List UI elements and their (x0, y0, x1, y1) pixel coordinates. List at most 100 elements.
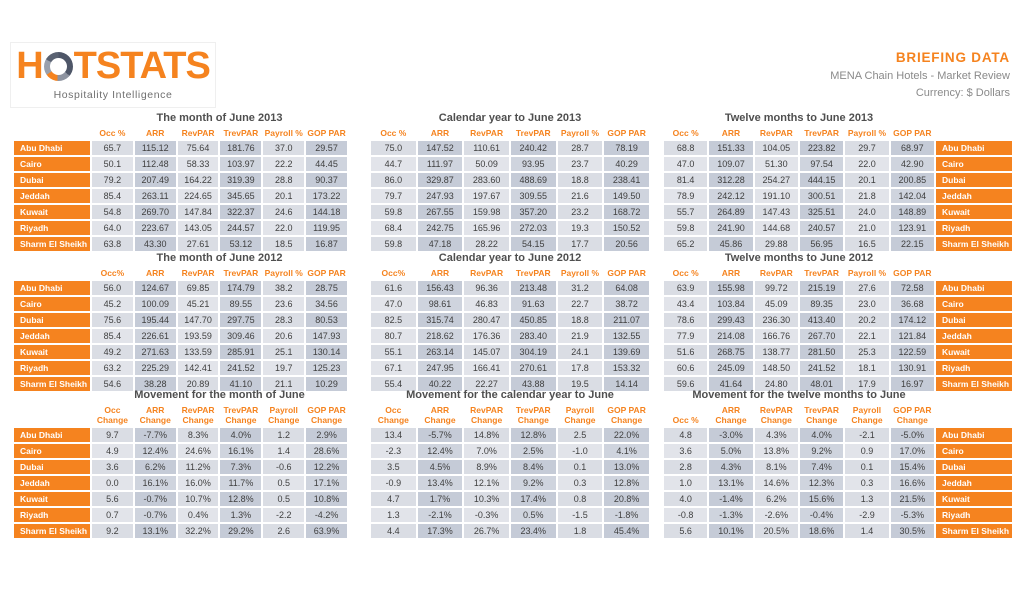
data-cell: 214.08 (709, 329, 753, 344)
data-cell: -4.2% (306, 508, 347, 523)
data-cell: 193.59 (177, 329, 219, 344)
table-row: Riyadh 64.0 223.67 143.05 244.57 22.0 119.95 (14, 221, 347, 236)
data-cell: 13.1% (709, 476, 753, 491)
column-header: ARR (721, 128, 741, 138)
data-cell: 63.2 (92, 361, 133, 376)
table-row: Kuwait 49.2 271.63 133.59 285.91 25.1 130.14 (14, 345, 347, 360)
column-header: Payroll % (847, 268, 887, 278)
data-cell: 17.1% (306, 476, 347, 491)
data-cell: 12.8% (220, 492, 262, 507)
report-currency: Currency: $ Dollars (915, 87, 1010, 99)
report-header: BRIEFING DATA MENA Chain Hotels - Market… (830, 50, 1010, 99)
data-cell: -3.0% (709, 428, 753, 443)
data-cell: 12.4% (134, 444, 176, 459)
table-row: 13.4 -5.7% 14.8% 12.8% 2.5 22.0% (371, 428, 649, 443)
column-header: RevPAR (181, 268, 215, 278)
data-cell: 2.6 (263, 524, 305, 539)
data-cell: 29.7 (845, 141, 889, 156)
data-cell: 280.47 (464, 313, 509, 328)
column-header: Occ% (100, 268, 125, 278)
column-header: TrevPAR (515, 128, 551, 138)
column-header: TrevPAR (223, 268, 259, 278)
data-cell: 3.6 (664, 444, 708, 459)
city-label-cell: Kuwait (14, 492, 90, 507)
data-cell: 6.2% (754, 492, 798, 507)
data-cell: 207.49 (134, 173, 176, 188)
city-label-cell: Sharm El Sheikh (14, 377, 90, 392)
data-cell: 1.4 (845, 524, 889, 539)
city-label-cell: Abu Dhabi (936, 428, 1012, 443)
column-header: ARR (430, 268, 450, 278)
data-cell: 24.80 (754, 377, 798, 392)
table-row: 1.3 -2.1% -0.3% 0.5% -1.5 -1.8% (371, 508, 649, 523)
data-cell: 64.0 (92, 221, 133, 236)
data-cell: 119.95 (306, 221, 347, 236)
data-cell: 43.30 (134, 237, 176, 252)
data-cell: 45.09 (754, 297, 798, 312)
data-cell: -2.3 (371, 444, 416, 459)
data-cell: 267.55 (417, 205, 463, 220)
table-title: Movement for the month of June (134, 389, 305, 401)
data-cell: 297.75 (220, 313, 262, 328)
data-cell: 315.74 (417, 313, 463, 328)
table-row: 5.6 10.1% 20.5% 18.6% 1.4 30.5% Sharm El Sheik… (664, 524, 1012, 539)
data-cell: -0.3% (464, 508, 509, 523)
data-cell: 81.4 (664, 173, 708, 188)
data-cell: 143.05 (177, 221, 219, 236)
data-cell: 17.3% (417, 524, 463, 539)
data-cell: 38.28 (134, 377, 176, 392)
table-row: 63.9 155.98 99.72 215.19 27.6 72.58 Abu Dhabi (664, 281, 1012, 296)
data-cell: 4.9 (92, 444, 133, 459)
data-cell: 149.50 (604, 189, 649, 204)
data-cell: 68.4 (371, 221, 416, 236)
data-cell: 122.59 (890, 345, 934, 360)
table-twelve-months-june-2012: Twelve months to June 2012 Occ % ARR RevPA… (662, 252, 1014, 393)
column-header: GOP PAR (893, 268, 932, 278)
data-cell: 103.97 (220, 157, 262, 172)
data-cell: 173.22 (306, 189, 347, 204)
table-movement-month-june: Movement for the month of June Occ Change… (12, 389, 349, 540)
data-cell: 345.65 (220, 189, 262, 204)
data-cell: 75.0 (371, 141, 416, 156)
data-cell: 77.9 (664, 329, 708, 344)
data-cell: 21.9 (557, 329, 603, 344)
data-cell: 53.12 (220, 237, 262, 252)
data-cell: 23.0 (845, 297, 889, 312)
data-cell: 16.5 (845, 237, 889, 252)
city-label-cell: Dubai (14, 173, 90, 188)
city-label-cell: Cairo (936, 157, 1012, 172)
column-header: Payroll % (264, 128, 303, 138)
data-cell: 1.2 (263, 428, 305, 443)
data-cell: 0.5% (510, 508, 556, 523)
table-row: 81.4 312.28 254.27 444.15 20.1 200.85 Dubai (664, 173, 1012, 188)
city-label-cell: Jeddah (936, 329, 1012, 344)
data-cell: 147.52 (417, 141, 463, 156)
table-row: 82.5 315.74 280.47 450.85 18.8 211.07 (371, 313, 649, 328)
table-row: 68.8 151.33 104.05 223.82 29.7 68.97 Abu Dhabi (664, 141, 1012, 156)
data-cell: 17.0% (890, 444, 934, 459)
data-cell: 78.19 (604, 141, 649, 156)
table-title: Twelve months to June 2012 (724, 252, 874, 264)
table-title: Movement for the calendar year to June (406, 389, 614, 401)
data-cell: 241.52 (799, 361, 844, 376)
data-cell: 10.29 (306, 377, 347, 392)
data-cell: 283.40 (510, 329, 556, 344)
data-cell: 72.58 (890, 281, 934, 296)
table-row: 51.6 268.75 138.77 281.50 25.3 122.59 Kuwait (664, 345, 1012, 360)
data-cell: 21.0 (845, 221, 889, 236)
data-cell: 85.4 (92, 329, 133, 344)
table-row: 77.9 214.08 166.76 267.70 22.1 121.84 Jeddah (664, 329, 1012, 344)
data-cell: 16.1% (220, 444, 262, 459)
data-cell: 4.8 (664, 428, 708, 443)
table-row: Abu Dhabi 9.7 -7.7% 8.3% 4.0% 1.2 2.9% (14, 428, 347, 443)
column-header: ARR (146, 268, 165, 278)
data-cell: -0.7% (134, 508, 176, 523)
column-header: RevPAR (759, 128, 793, 138)
data-cell: 28.7 (557, 141, 603, 156)
data-cell: 75.64 (177, 141, 219, 156)
city-label-cell: Abu Dhabi (14, 281, 90, 296)
city-label-cell: Riyadh (14, 221, 90, 236)
data-cell: 34.56 (306, 297, 347, 312)
data-cell: 59.8 (371, 237, 416, 252)
data-cell: 24.6 (263, 205, 305, 220)
